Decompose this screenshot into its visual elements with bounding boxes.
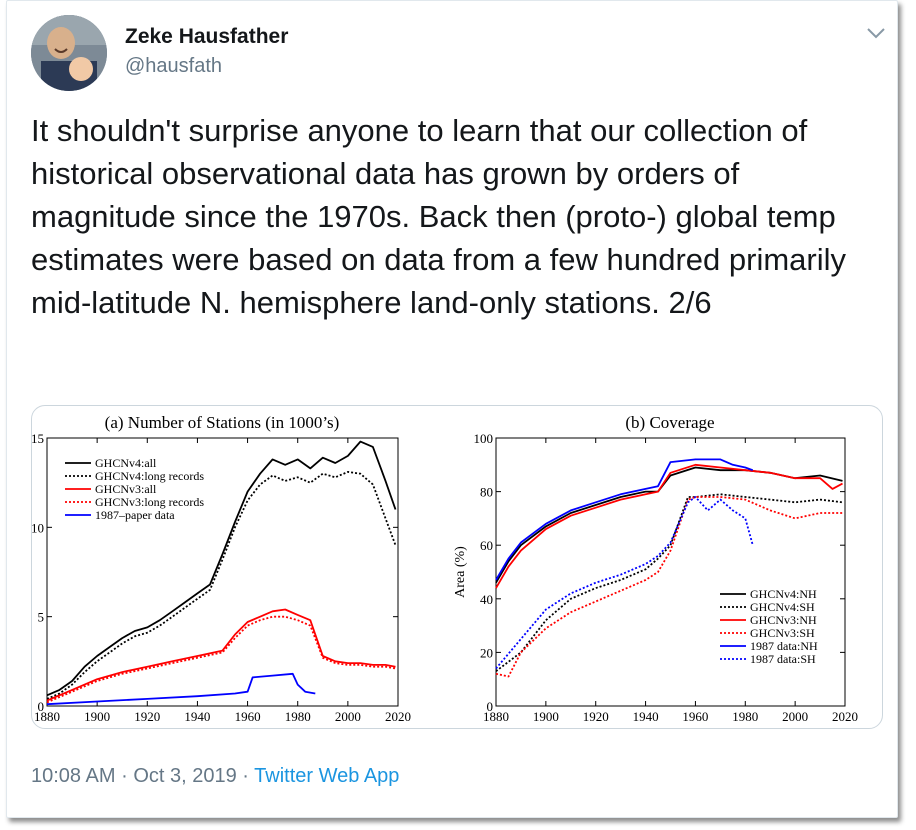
series-line — [495, 496, 754, 670]
x-tick-label: 1960 — [682, 709, 708, 724]
chart-title: (a) Number of Stations (in 1000’s) — [105, 413, 340, 432]
x-tick-label: 1940 — [184, 709, 210, 724]
series-line — [46, 608, 396, 702]
series-line — [46, 615, 396, 704]
y-tick-label: 40 — [480, 592, 493, 607]
x-tick-label: 1980 — [732, 709, 758, 724]
y-tick-label: 0 — [38, 699, 45, 714]
chart-figure: (a) Number of Stations (in 1000’s) 1880 19… — [32, 413, 858, 724]
x-tick-label: 1880 — [483, 709, 509, 724]
legend-entry: GHCNv4:long records — [95, 469, 204, 483]
legend-entry: GHCNv4:NH — [750, 587, 817, 601]
footer-separator: · — [121, 765, 128, 787]
tweet-image[interactable]: (a) Number of Stations (in 1000’s) 1880 19… — [31, 405, 883, 729]
tweet-date[interactable]: Oct 3, 2019 — [133, 765, 237, 787]
y-tick-label: 80 — [480, 485, 493, 500]
series-line — [495, 458, 754, 581]
legend-entry: 1987 data:SH — [750, 652, 816, 666]
x-tick-label: 1920 — [583, 709, 609, 724]
x-tick-label: 2020 — [385, 709, 411, 724]
legend-entry: GHCNv3:SH — [750, 626, 815, 640]
x-tick-label: 2000 — [782, 709, 808, 724]
tweet-text: It shouldn't surprise anyone to learn th… — [31, 113, 847, 320]
y-tick-label: 15 — [32, 431, 44, 446]
x-tick-label: 2020 — [832, 709, 858, 724]
y-tick-label: 20 — [480, 645, 493, 660]
series-line — [495, 466, 843, 584]
avatar[interactable] — [31, 15, 107, 91]
y-tick-label: 5 — [38, 610, 45, 625]
y-tick-label: 0 — [487, 699, 494, 714]
x-tick-label: 1980 — [285, 709, 311, 724]
legend-entry: 1987 data:NH — [750, 639, 818, 653]
series-line — [495, 463, 843, 589]
tweet-source-app[interactable]: Twitter Web App — [254, 765, 400, 787]
x-tick-label: 1920 — [134, 709, 160, 724]
author-handle[interactable]: @hausfath — [125, 55, 223, 77]
x-tick-label: 2000 — [335, 709, 361, 724]
author-name[interactable]: Zeke Hausfather — [125, 25, 289, 48]
legend-entry: GHCNv4:all — [95, 456, 157, 470]
series-line — [495, 496, 843, 678]
series-line — [495, 493, 843, 672]
legend-entry: GHCNv4:SH — [750, 600, 815, 614]
series-line — [46, 440, 397, 697]
x-tick-label: 1880 — [34, 709, 60, 724]
footer-separator: · — [242, 765, 249, 787]
chart-title: (b) Coverage — [625, 413, 714, 432]
x-tick-label: 1940 — [633, 709, 659, 724]
y-tick-label: 10 — [32, 520, 44, 535]
tweet-footer: 10:08 AM · Oct 3, 2019 · Twitter Web App — [31, 765, 399, 788]
x-tick-label: 1960 — [235, 709, 261, 724]
series-line — [46, 672, 316, 706]
legend-entry: 1987–paper data — [95, 508, 175, 522]
y-tick-label: 60 — [480, 538, 493, 553]
y-tick-label: 100 — [474, 431, 494, 446]
legend-entry: GHCNv3:long records — [95, 495, 204, 509]
x-tick-label: 1900 — [533, 709, 559, 724]
y-axis-label: Area (%) — [453, 546, 468, 598]
tweet-time[interactable]: 10:08 AM — [31, 765, 116, 787]
avatar-image — [31, 15, 107, 91]
x-tick-label: 1900 — [84, 709, 110, 724]
plot-frame — [495, 437, 846, 707]
series-line — [46, 471, 397, 700]
plot-frame — [46, 437, 399, 707]
chevron-down-icon[interactable] — [865, 25, 887, 41]
legend-entry: GHCNv3:NH — [750, 613, 817, 627]
legend-entry: GHCNv3:all — [95, 482, 157, 496]
tweet-card: Zeke Hausfather @hausfath It shouldn't s… — [6, 0, 898, 818]
